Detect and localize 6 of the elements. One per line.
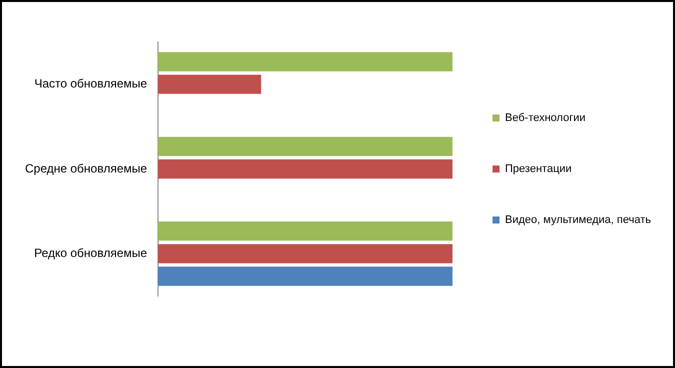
y-tick-label: Средне обновляемые [24, 161, 148, 176]
legend-label: Веб-технологии [505, 112, 586, 124]
y-tick-label: Редко обновляемые [34, 246, 148, 260]
legend-label: Презентации [505, 163, 572, 176]
y-tick-label: Часто обновляемые [34, 76, 148, 91]
legend-label: Видео, мультимедиа, печать [505, 214, 652, 226]
